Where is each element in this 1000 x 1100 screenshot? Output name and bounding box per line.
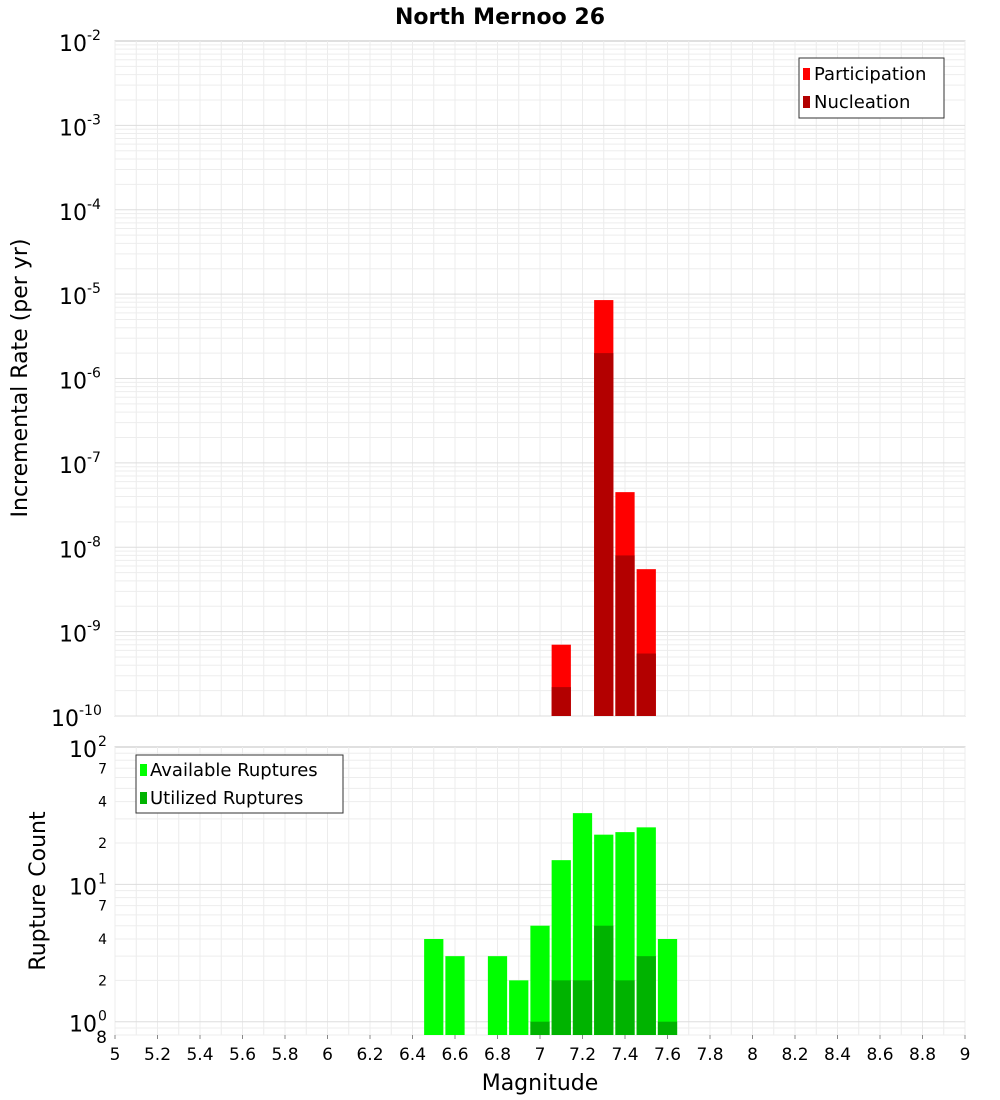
top-legend-box [798, 57, 945, 119]
bottom-bar-utilized-7.6 [657, 1021, 678, 1035]
bottom-bar-available-6.6 [445, 956, 465, 1035]
x-tick-label: 7.2 [569, 1045, 596, 1065]
bottom-legend: Available Ruptures Utilized Ruptures [135, 754, 344, 814]
x-axis-label: Magnitude [482, 1071, 599, 1096]
bottom-bar-available-7.6 [657, 939, 678, 1035]
x-tick-label: 8 [747, 1045, 758, 1065]
top-y-tick-exp: -5 [87, 281, 101, 297]
legend-swatch-utilized [140, 792, 147, 804]
bottom-y-tick-base: 10 [69, 875, 97, 900]
top-y-tick-base: 10 [59, 285, 87, 310]
legend-swatch-nucleation [803, 96, 810, 108]
top-y-tick-exp: -6 [87, 366, 101, 382]
x-tick-label: 6.8 [484, 1045, 511, 1065]
top-y-tick-exp: -7 [87, 450, 101, 466]
top-y-tick-base: 10 [59, 201, 87, 226]
top-y-tick-exp: -8 [87, 534, 101, 550]
top-y-tick-base: 10 [59, 454, 87, 479]
x-axis-ticks: 5 5.2 5.4 5.6 5.8 6 6.2 6.4 6.6 6.8 7 7.2 7.4 7.6 7.8 8… [110, 1035, 971, 1065]
x-tick-label: 5 [110, 1045, 121, 1065]
bottom-bar-utilized-7.1 [551, 980, 571, 1035]
x-tick-label: 5.4 [186, 1045, 213, 1065]
bottom-y-tick-exp: 0 [98, 1009, 107, 1025]
top-y-axis-label: Incremental Rate (per yr) [8, 239, 33, 518]
bottom-bar-utilized-7.4 [615, 980, 635, 1035]
legend-label-nucleation: Nucleation [814, 92, 910, 113]
bottom-y-tick-base: 10 [69, 1013, 97, 1038]
bottom-y-minor-tick: 7 [98, 761, 107, 777]
x-tick-label: 5.6 [229, 1045, 256, 1065]
bottom-y-tick-exp: 2 [98, 734, 107, 750]
legend-label-utilized: Utilized Ruptures [150, 788, 303, 809]
x-tick-label: 6 [322, 1045, 333, 1065]
x-tick-label: 6.6 [441, 1045, 468, 1065]
bottom-bar-available-6.5 [424, 939, 444, 1035]
x-tick-label: 7.4 [611, 1045, 638, 1065]
x-tick-label: 8.2 [781, 1045, 808, 1065]
top-y-tick-exp: -2 [87, 28, 101, 44]
x-tick-label: 5.2 [144, 1045, 171, 1065]
bottom-y-minor-tick: 2 [98, 973, 107, 989]
bottom-y-minor-tick: 4 [98, 795, 107, 811]
bottom-y-minor-tick: 7 [98, 899, 107, 915]
x-tick-label: 8.8 [909, 1045, 936, 1065]
x-tick-label: 6.4 [399, 1045, 426, 1065]
bottom-bar-utilized-7.0 [530, 1021, 550, 1035]
legend-swatch-participation [803, 68, 810, 80]
x-tick-label: 8.6 [866, 1045, 893, 1065]
bottom-y-minor-tick: 8 [96, 1028, 107, 1048]
top-bar-nucleation-7.5 [636, 653, 656, 716]
top-y-tick-base: 10 [59, 32, 87, 57]
top-y-tick-base: 10 [59, 116, 87, 141]
bottom-y-axis-label: Rupture Count [26, 811, 51, 971]
bottom-y-minor-tick: 4 [98, 932, 107, 948]
top-bar-nucleation-7.4 [615, 555, 635, 716]
bottom-bars [424, 813, 678, 1035]
top-y-tick-exp: -9 [87, 619, 101, 635]
x-tick-label: 7.6 [654, 1045, 681, 1065]
bottom-y-tick-exp: 1 [98, 871, 107, 887]
legend-swatch-available [140, 764, 147, 776]
bottom-bar-available-6.8 [487, 956, 508, 1035]
top-bars [551, 300, 656, 716]
bottom-bar-utilized-7.5 [636, 956, 656, 1035]
bottom-bar-utilized-7.3 [594, 925, 614, 1035]
x-tick-label: 9 [960, 1045, 971, 1065]
top-y-tick-exp: -4 [87, 197, 101, 213]
bottom-bar-available-6.9 [509, 980, 529, 1035]
top-y-tick-base: 10 [59, 538, 87, 563]
top-y-ticks: 10-210-310-410-510-610-710-810-910-10 [51, 28, 102, 732]
top-grid [114, 41, 966, 717]
x-tick-label: 8.4 [824, 1045, 851, 1065]
x-tick-label: 5.8 [271, 1045, 298, 1065]
legend-label-available: Available Ruptures [150, 760, 318, 781]
x-tick-label: 6.2 [356, 1045, 383, 1065]
top-panel: 10-210-310-410-510-610-710-810-910-10 In… [8, 28, 966, 732]
x-tick-label: 7.8 [696, 1045, 723, 1065]
bottom-grid [114, 747, 966, 1036]
legend-label-participation: Participation [814, 64, 926, 85]
top-y-tick-exp: -3 [87, 112, 101, 128]
top-bar-nucleation-7.3 [594, 353, 614, 716]
bottom-y-tick-base: 10 [69, 738, 97, 763]
bottom-bar-available-7.2 [572, 813, 593, 1035]
top-y-tick-exp: -10 [79, 703, 102, 719]
bottom-bar-available-7.0 [530, 925, 550, 1035]
bottom-bar-utilized-7.2 [572, 980, 593, 1035]
top-y-tick-base: 10 [51, 707, 79, 732]
bottom-legend-box [135, 754, 344, 814]
chart-title: North Mernoo 26 [395, 5, 605, 30]
bottom-y-minor-tick: 2 [98, 836, 107, 852]
top-bar-nucleation-7.1 [551, 687, 571, 716]
top-legend: Participation Nucleation [798, 57, 945, 119]
top-y-tick-base: 10 [59, 370, 87, 395]
top-y-tick-base: 10 [59, 623, 87, 648]
x-tick-label: 7 [535, 1045, 546, 1065]
